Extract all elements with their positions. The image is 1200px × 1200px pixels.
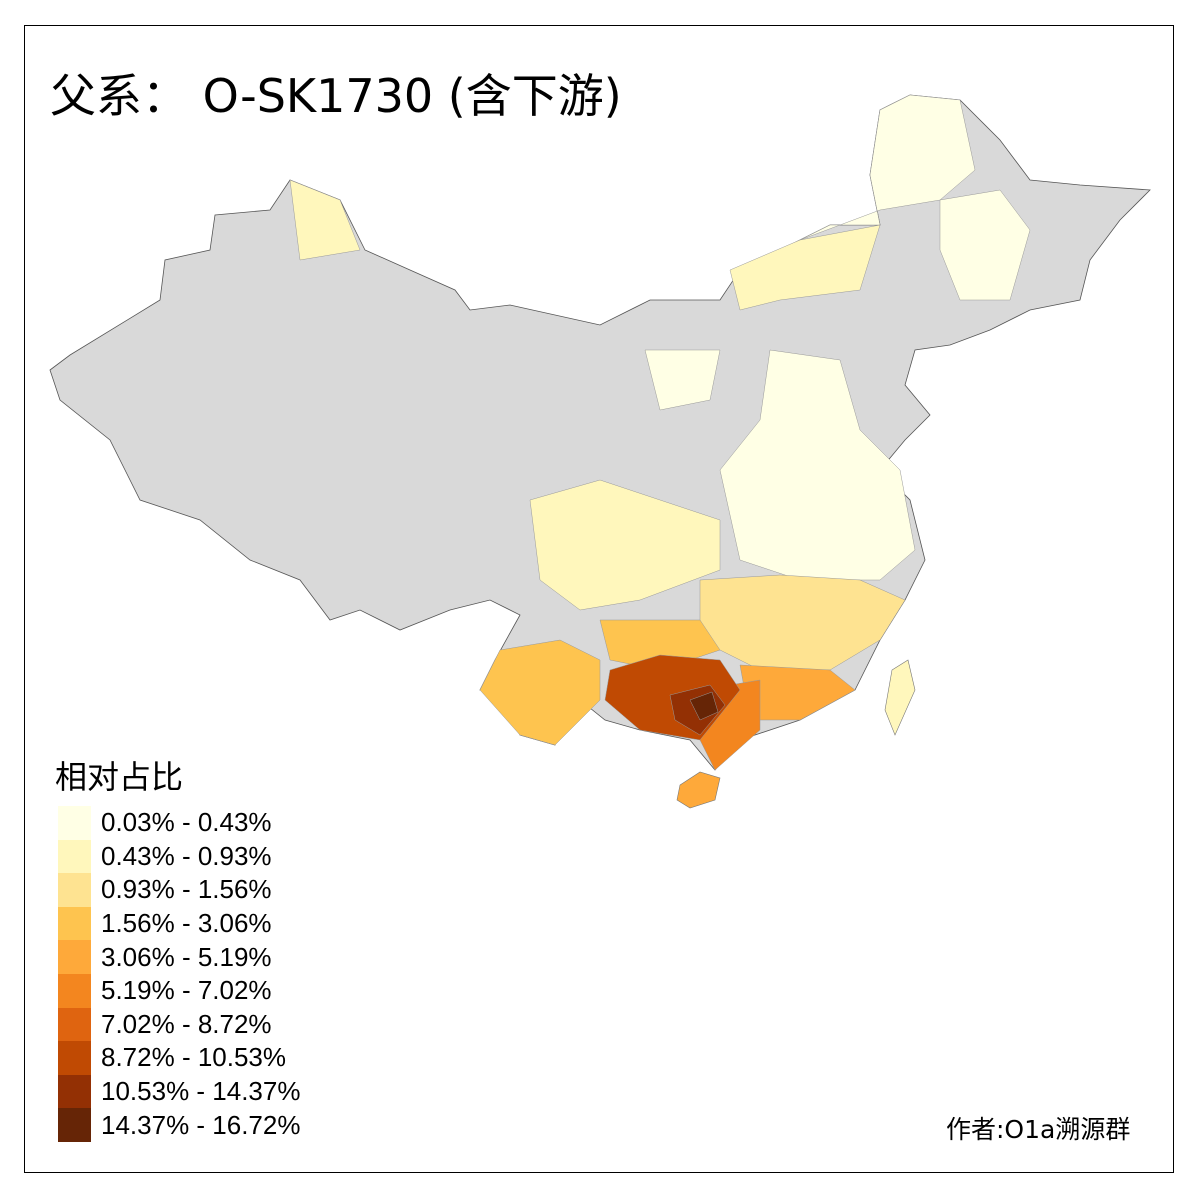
- legend-swatch: [58, 1074, 91, 1109]
- map-regions-light: [289, 94, 1031, 809]
- legend-item: 1.56% - 3.06%: [58, 906, 300, 941]
- map-title: 父系： O-SK1730 (含下游): [50, 69, 622, 123]
- legend-item: 10.53% - 14.37%: [58, 1074, 301, 1109]
- legend-item: 0.03% - 0.43%: [58, 806, 300, 840]
- legend-label: 10.53% - 14.37%: [101, 1076, 301, 1107]
- legend-item: 8.72% - 10.53%: [58, 1041, 300, 1075]
- legend-label: 1.56% - 3.06%: [101, 908, 272, 939]
- author-credit: 作者:O1a溯源群: [946, 1115, 1131, 1144]
- legend-label: 0.93% - 1.56%: [101, 874, 272, 905]
- legend-item: 3.06% - 5.19%: [58, 940, 300, 974]
- legend-swatch: [58, 873, 91, 907]
- legend-label: 0.43% - 0.93%: [101, 840, 272, 871]
- legend-swatch: [58, 806, 91, 840]
- legend-swatch: [58, 1108, 91, 1142]
- legend-item: 7.02% - 8.72%: [58, 1007, 300, 1042]
- legend-item: 0.43% - 0.93%: [58, 839, 300, 874]
- legend: 0.03% - 0.43% 0.43% - 0.93% 0.93% - 1.56…: [58, 806, 300, 1142]
- legend-swatch: [58, 940, 91, 974]
- legend-label: 0.03% - 0.43%: [101, 807, 272, 838]
- legend-item: 5.19% - 7.02%: [58, 973, 300, 1008]
- legend-swatch: [58, 839, 91, 874]
- legend-swatch: [58, 1041, 91, 1075]
- legend-swatch: [58, 906, 91, 941]
- legend-title: 相对占比: [55, 758, 184, 796]
- map-frame: [24, 25, 1174, 1173]
- legend-label: 8.72% - 10.53%: [101, 1042, 287, 1073]
- legend-swatch: [58, 1007, 91, 1042]
- legend-swatch: [58, 973, 91, 1008]
- legend-label: 7.02% - 8.72%: [101, 1008, 272, 1039]
- legend-label: 3.06% - 5.19%: [101, 941, 272, 972]
- legend-label: 5.19% - 7.02%: [101, 975, 272, 1006]
- legend-label: 14.37% - 16.72%: [101, 1109, 301, 1140]
- legend-item: 14.37% - 16.72%: [58, 1108, 300, 1142]
- legend-item: 0.93% - 1.56%: [58, 873, 300, 907]
